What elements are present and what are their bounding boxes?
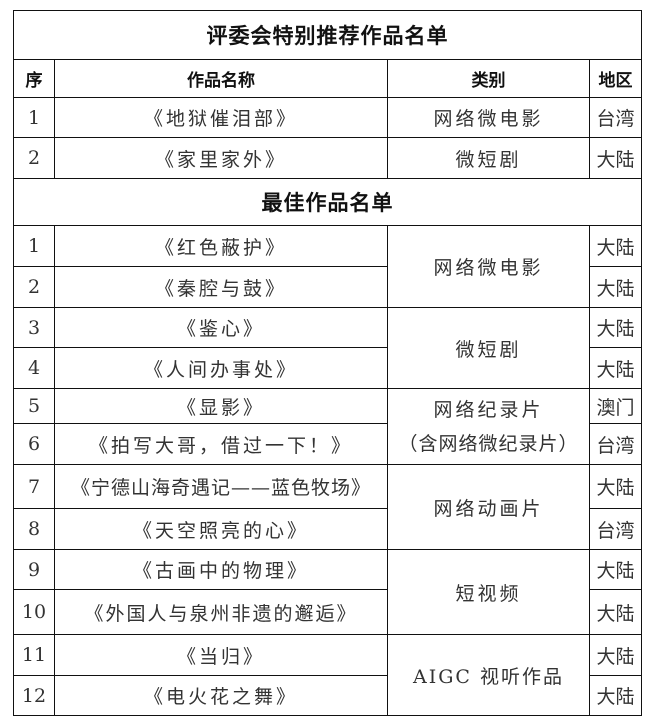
table-row: 2 《秦腔与鼓》 大陆 xyxy=(13,266,642,308)
row-category: 网络微电影 xyxy=(387,97,590,138)
row-name: 《家里家外》 xyxy=(54,137,388,179)
row-region: 大陆 xyxy=(589,464,642,509)
row-region: 大陆 xyxy=(589,266,642,308)
row-name: 《显影》 xyxy=(54,388,388,424)
row-name: 《地狱催泪部》 xyxy=(54,97,388,138)
row-region: 台湾 xyxy=(589,508,642,550)
row-category: 网络微电影 xyxy=(387,225,590,308)
row-no: 4 xyxy=(13,347,55,389)
table-row: 1 《红色蔽护》 网络微电影 大陆 xyxy=(13,225,642,308)
table-row: 7 《宁德山海奇遇记——蓝色牧场》 网络动画片 大陆 xyxy=(13,464,642,550)
table-row: 4 《人间办事处》 大陆 xyxy=(13,347,642,389)
row-category: 网络纪录片 （含网络微纪录片） xyxy=(387,388,590,465)
row-no: 2 xyxy=(13,266,55,308)
table-row: 10 《外国人与泉州非遗的邂逅》 大陆 xyxy=(13,589,642,635)
row-category: 微短剧 xyxy=(387,307,590,389)
row-region: 台湾 xyxy=(589,97,642,138)
header-name: 作品名称 xyxy=(54,59,388,98)
table-row: 3 《鉴心》 微短剧 大陆 xyxy=(13,307,642,389)
row-no: 2 xyxy=(13,137,55,179)
row-name: 《人间办事处》 xyxy=(54,347,388,389)
table-row: 2 《家里家外》 微短剧 大陆 xyxy=(13,137,642,179)
category-line-2: （含网络微纪录片） xyxy=(398,432,579,455)
row-name: 《拍写大哥，借过一下！》 xyxy=(54,423,388,465)
row-region: 大陆 xyxy=(589,137,642,179)
row-category: 网络动画片 xyxy=(387,464,590,550)
row-region: 大陆 xyxy=(589,589,642,635)
table-row: 1 《地狱催泪部》 网络微电影 台湾 xyxy=(13,97,642,138)
row-name: 《天空照亮的心》 xyxy=(54,508,388,550)
table-row: 6 《拍写大哥，借过一下！》 台湾 xyxy=(13,423,642,465)
row-no: 10 xyxy=(13,589,55,635)
row-no: 7 xyxy=(13,464,55,509)
table-row: 5 《显影》 网络纪录片 （含网络微纪录片） 澳门 xyxy=(13,388,642,465)
table-row: 9 《古画中的物理》 短视频 大陆 xyxy=(13,549,642,635)
row-no: 3 xyxy=(13,307,55,348)
table-row: 12 《电火花之舞》 大陆 xyxy=(13,675,642,716)
row-no: 1 xyxy=(13,225,55,267)
row-name: 《宁德山海奇遇记——蓝色牧场》 xyxy=(54,464,388,509)
row-no: 9 xyxy=(13,549,55,590)
row-no: 5 xyxy=(13,388,55,424)
table-row: 8 《天空照亮的心》 台湾 xyxy=(13,508,642,550)
awards-table: 评委会特别推荐作品名单 序 作品名称 类别 地区 1 《地狱催泪部》 网络微电影… xyxy=(13,10,642,716)
row-name: 《秦腔与鼓》 xyxy=(54,266,388,308)
row-category: AIGC 视听作品 xyxy=(387,634,590,716)
row-no: 12 xyxy=(13,675,55,716)
row-category: 微短剧 xyxy=(387,137,590,179)
row-name: 《当归》 xyxy=(54,634,388,676)
row-no: 6 xyxy=(13,423,55,465)
row-region: 台湾 xyxy=(589,423,642,465)
row-region: 大陆 xyxy=(589,347,642,389)
category-line-1: 网络纪录片 xyxy=(433,398,544,421)
row-category: 短视频 xyxy=(387,549,590,635)
best-title: 最佳作品名单 xyxy=(13,178,642,226)
header-no: 序 xyxy=(13,59,55,98)
row-name: 《红色蔽护》 xyxy=(54,225,388,267)
row-name: 《外国人与泉州非遗的邂逅》 xyxy=(54,589,388,635)
row-region: 大陆 xyxy=(589,634,642,676)
row-name: 《电火花之舞》 xyxy=(54,675,388,716)
header-region: 地区 xyxy=(589,59,642,98)
row-region: 澳门 xyxy=(589,388,642,424)
row-region: 大陆 xyxy=(589,549,642,590)
row-no: 11 xyxy=(13,634,55,676)
table-row: 11 《当归》 AIGC 视听作品 大陆 xyxy=(13,634,642,716)
special-title: 评委会特别推荐作品名单 xyxy=(13,10,642,60)
row-region: 大陆 xyxy=(589,675,642,716)
header-category: 类别 xyxy=(387,59,590,98)
row-no: 8 xyxy=(13,508,55,550)
row-region: 大陆 xyxy=(589,225,642,267)
row-region: 大陆 xyxy=(589,307,642,348)
row-name: 《鉴心》 xyxy=(54,307,388,348)
row-name: 《古画中的物理》 xyxy=(54,549,388,590)
row-no: 1 xyxy=(13,97,55,138)
